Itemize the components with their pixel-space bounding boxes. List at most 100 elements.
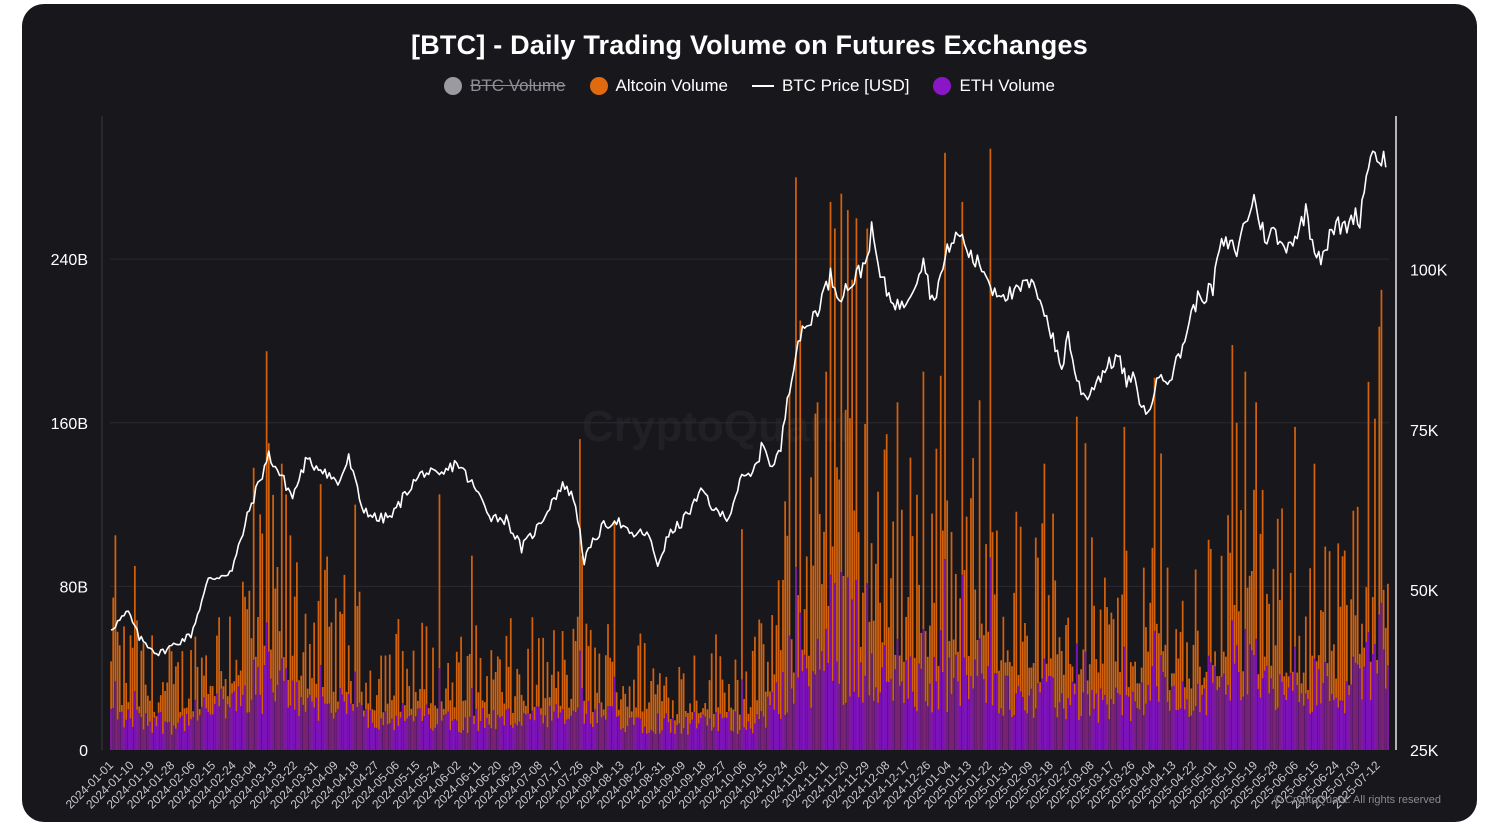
eth-volume-bar xyxy=(918,663,920,750)
eth-volume-bar xyxy=(751,733,754,750)
eth-volume-bar xyxy=(110,708,112,750)
eth-volume-bar xyxy=(373,727,376,750)
altcoin-volume-bar xyxy=(1153,377,1156,750)
eth-volume-bar xyxy=(343,701,346,750)
eth-volume-bar xyxy=(347,694,350,750)
eth-volume-bar xyxy=(1320,703,1322,750)
eth-volume-bar xyxy=(1123,646,1126,750)
eth-volume-bar xyxy=(1088,715,1091,750)
altcoin-volume-bar xyxy=(131,647,134,750)
eth-volume-bar xyxy=(600,717,603,750)
altcoin-volume-bar xyxy=(1047,595,1050,750)
eth-volume-bar xyxy=(1164,677,1167,750)
legend-item-altcoin-volume[interactable]: Altcoin Volume xyxy=(589,76,728,96)
eth-volume-bar xyxy=(581,687,583,750)
eth-volume-bar xyxy=(455,720,458,750)
altcoin-volume-bar xyxy=(289,535,292,750)
altcoin-volume-bar xyxy=(693,655,696,750)
eth-volume-bar xyxy=(1203,688,1206,750)
altcoin-volume-bar xyxy=(550,674,553,750)
eth-volume-bar xyxy=(646,733,648,750)
altcoin-volume-bar xyxy=(1341,556,1344,750)
altcoin-volume-bar xyxy=(620,699,622,750)
eth-volume-bar xyxy=(1255,638,1257,750)
altcoin-volume-bar xyxy=(1199,666,1201,750)
eth-volume-bar xyxy=(499,717,501,750)
eth-volume-bar xyxy=(1339,700,1342,750)
altcoin-volume-bar xyxy=(1000,660,1003,750)
altcoin-volume-bar xyxy=(719,656,722,750)
altcoin-volume-bar xyxy=(576,616,579,750)
altcoin-volume-bar xyxy=(164,691,166,750)
altcoin-volume-bar xyxy=(985,544,987,750)
eth-volume-bar xyxy=(866,583,869,750)
eth-volume-bar xyxy=(628,718,631,750)
eth-volume-bar xyxy=(548,705,551,750)
altcoin-volume-bar xyxy=(1356,506,1359,750)
altcoin-volume-bar xyxy=(384,655,387,750)
eth-volume-bar xyxy=(371,722,374,750)
eth-volume-bar xyxy=(1091,690,1093,750)
altcoin-volume-bar xyxy=(1194,569,1197,750)
altcoin-volume-bar xyxy=(998,670,1000,750)
altcoin-volume-bar xyxy=(754,636,756,750)
altcoin-volume-bar xyxy=(613,520,616,750)
altcoin-volume-bar xyxy=(1041,523,1044,750)
legend-item-btc-price[interactable]: BTC Price [USD] xyxy=(751,76,909,96)
altcoin-volume-bar xyxy=(1181,600,1184,750)
legend-item-eth-volume[interactable]: ETH Volume xyxy=(933,76,1055,96)
y-left-tick-label: 240B xyxy=(51,252,88,269)
eth-volume-bar xyxy=(490,728,493,750)
altcoin-volume-bar xyxy=(818,514,821,750)
eth-volume-bar xyxy=(531,710,534,750)
altcoin-volume-bar xyxy=(1229,552,1232,750)
eth-volume-bar xyxy=(980,673,983,750)
eth-volume-bar xyxy=(464,717,467,750)
altcoin-volume-bar xyxy=(846,210,849,751)
altcoin-volume-bar xyxy=(531,617,534,750)
y-right-tick-label: 100K xyxy=(1410,263,1448,280)
altcoin-volume-bar xyxy=(1058,637,1061,750)
eth-volume-bar xyxy=(976,675,979,750)
eth-volume-bar xyxy=(276,684,279,750)
eth-volume-bar xyxy=(350,703,352,750)
altcoin-volume-bar xyxy=(304,613,307,750)
eth-volume-bar xyxy=(233,691,236,750)
altcoin-volume-bar xyxy=(471,555,473,750)
eth-volume-bar xyxy=(244,685,246,750)
altcoin-volume-bar xyxy=(926,656,929,750)
altcoin-volume-bar xyxy=(1123,426,1126,750)
altcoin-volume-bar xyxy=(596,692,599,750)
eth-volume-bar xyxy=(248,712,251,750)
eth-volume-bar xyxy=(168,721,171,750)
eth-volume-bar xyxy=(898,685,901,750)
eth-volume-bar xyxy=(265,622,268,750)
legend-item-btc-volume[interactable]: BTC Volume xyxy=(444,76,566,96)
altcoin-volume-bar xyxy=(334,598,337,750)
eth-volume-bar xyxy=(611,706,614,750)
altcoin-volume-bar xyxy=(1104,577,1106,750)
eth-volume-bar xyxy=(1387,665,1389,750)
altcoin-volume-bar xyxy=(447,662,449,750)
eth-volume-bar xyxy=(239,706,242,750)
eth-volume-bar xyxy=(1095,693,1098,750)
eth-volume-bar xyxy=(535,706,538,750)
altcoin-volume-bar xyxy=(451,682,454,750)
altcoin-volume-bar xyxy=(280,463,283,750)
eth-volume-bar xyxy=(157,712,160,750)
eth-volume-bar xyxy=(829,574,832,750)
eth-volume-bar xyxy=(1119,694,1121,750)
eth-volume-bar xyxy=(542,723,545,750)
altcoin-volume-bar xyxy=(252,467,255,750)
chart-canvas: 080B160B240B25K50K75K100K2024-01-012024-… xyxy=(51,116,1448,812)
eth-volume-bar xyxy=(598,703,601,750)
eth-volume-bar xyxy=(1350,684,1353,750)
eth-volume-bar xyxy=(777,713,780,750)
altcoin-volume-bar xyxy=(244,596,246,750)
eth-volume-bar xyxy=(885,681,888,750)
eth-volume-bar xyxy=(453,718,456,750)
eth-volume-bar xyxy=(458,732,460,750)
eth-volume-bar xyxy=(133,691,136,750)
eth-volume-bar xyxy=(812,671,815,750)
copyright-note: © CryptoQuant. All rights reserved xyxy=(1273,794,1441,806)
